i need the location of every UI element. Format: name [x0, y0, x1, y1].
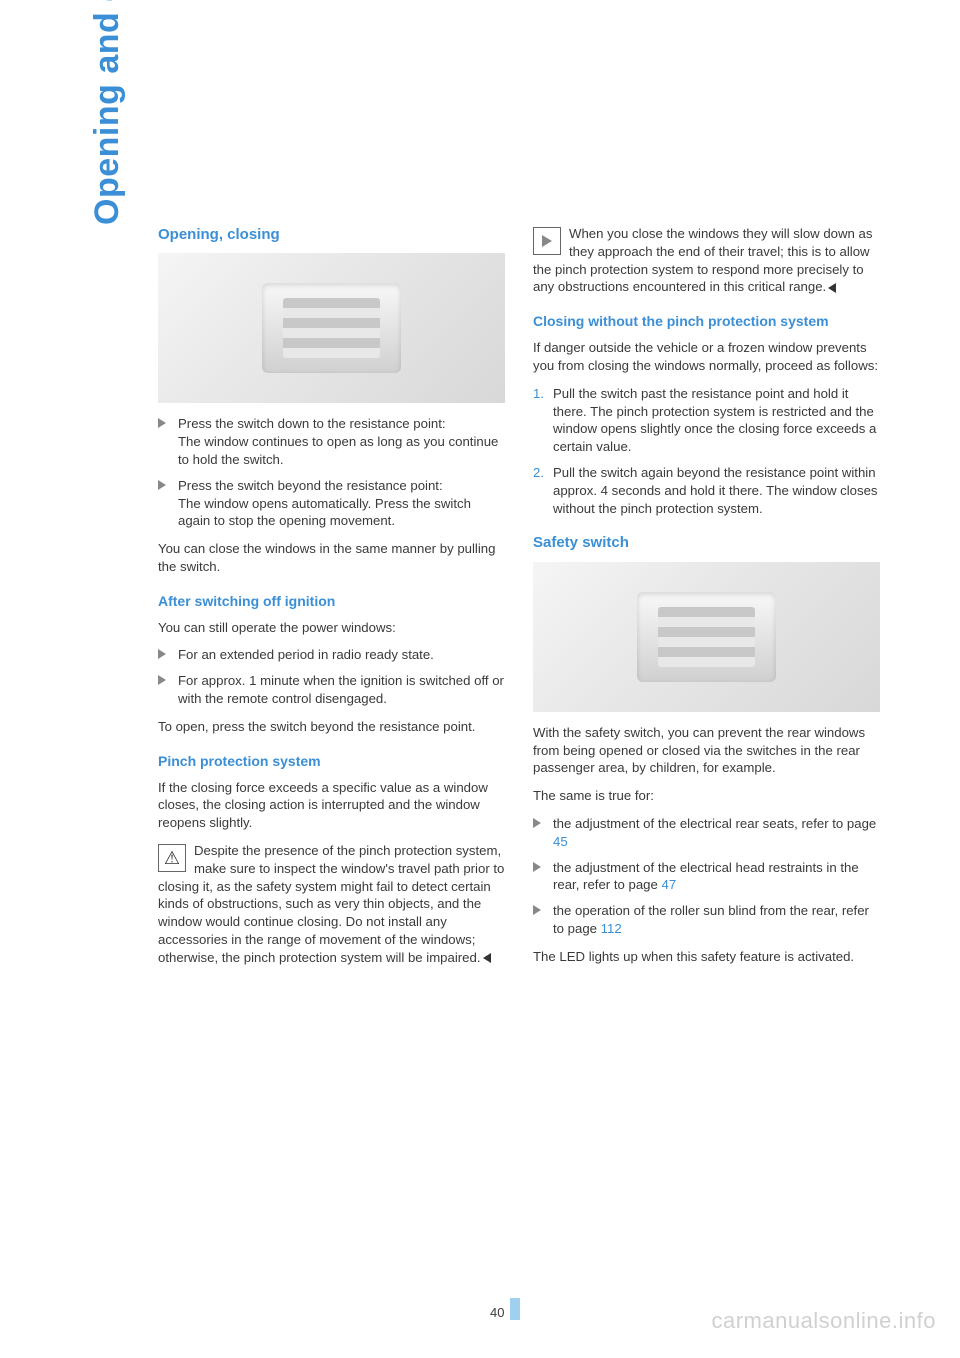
note-block: When you close the windows they will slo…: [533, 225, 880, 296]
heading-safety-switch: Safety switch: [533, 533, 880, 553]
list-item: Press the switch beyond the resistance p…: [158, 477, 505, 530]
page-ref-link[interactable]: 47: [662, 877, 677, 892]
numbered-steps: 1. Pull the switch past the resistance p…: [533, 385, 880, 518]
triangle-bullet-icon: [158, 649, 166, 659]
bullet-sub: The window continues to open as long as …: [178, 433, 505, 469]
figure-window-switches: [158, 253, 505, 403]
heading-pinch-protection: Pinch protection system: [158, 752, 505, 771]
section-side-title: Opening and closing: [88, 0, 127, 225]
paragraph-led: The LED lights up when this safety featu…: [533, 948, 880, 966]
watermark-text: carmanualsonline.info: [711, 1308, 936, 1334]
bullet-list-switch-press: Press the switch down to the resistance …: [158, 415, 505, 530]
triangle-bullet-icon: [158, 675, 166, 685]
bullet-main: Press the switch down to the resistance …: [178, 416, 446, 431]
paragraph-after-ignition: You can still operate the power windows:: [158, 619, 505, 637]
heading-closing-without-pinch: Closing without the pinch protection sys…: [533, 312, 880, 331]
step-text: Pull the switch again beyond the resista…: [553, 465, 878, 516]
list-item: For approx. 1 minute when the ignition i…: [158, 672, 505, 708]
bullet-pre: the adjustment of the electrical head re…: [553, 860, 859, 893]
bullet-main: Press the switch beyond the resistance p…: [178, 478, 443, 493]
page-ref-link[interactable]: 45: [553, 834, 568, 849]
paragraph-danger: If danger outside the vehicle or a froze…: [533, 339, 880, 375]
list-item: the adjustment of the electrical rear se…: [533, 815, 880, 851]
page-number-bar: [510, 1298, 520, 1320]
paragraph-to-open: To open, press the switch beyond the res…: [158, 718, 505, 736]
page-number: 40: [490, 1298, 520, 1320]
end-marker-icon: [828, 283, 836, 293]
paragraph-same-true: The same is true for:: [533, 787, 880, 805]
page-number-value: 40: [490, 1305, 504, 1320]
warning-icon: [158, 844, 186, 872]
warning-text: Despite the presence of the pinch protec…: [158, 843, 504, 965]
bullet-text: For an extended period in radio ready st…: [178, 647, 434, 662]
list-item: For an extended period in radio ready st…: [158, 646, 505, 664]
warning-block: Despite the presence of the pinch protec…: [158, 842, 505, 967]
note-icon: [533, 227, 561, 255]
left-column: Opening, closing Press the switch down t…: [158, 225, 505, 977]
step-number: 1.: [533, 385, 544, 403]
figure-safety-switch: [533, 562, 880, 712]
triangle-bullet-icon: [533, 818, 541, 828]
triangle-bullet-icon: [533, 862, 541, 872]
bullet-list-after-ignition: For an extended period in radio ready st…: [158, 646, 505, 707]
paragraph-pinch: If the closing force exceeds a specific …: [158, 779, 505, 832]
bullet-pre: the adjustment of the electrical rear se…: [553, 816, 876, 831]
paragraph-safety-switch: With the safety switch, you can prevent …: [533, 724, 880, 777]
list-item: the adjustment of the electrical head re…: [533, 859, 880, 895]
heading-after-ignition: After switching off ignition: [158, 592, 505, 611]
note-text: When you close the windows they will slo…: [533, 226, 872, 294]
list-item: 2. Pull the switch again beyond the resi…: [533, 464, 880, 517]
page-ref-link[interactable]: 112: [601, 921, 622, 936]
bullet-sub: The window opens automatically. Press th…: [178, 495, 505, 531]
end-marker-icon: [483, 953, 491, 963]
bullet-list-safety-refs: the adjustment of the electrical rear se…: [533, 815, 880, 938]
triangle-bullet-icon: [158, 480, 166, 490]
triangle-bullet-icon: [158, 418, 166, 428]
list-item: Press the switch down to the resistance …: [158, 415, 505, 468]
list-item: 1. Pull the switch past the resistance p…: [533, 385, 880, 456]
step-number: 2.: [533, 464, 544, 482]
heading-opening-closing: Opening, closing: [158, 225, 505, 245]
right-column: When you close the windows they will slo…: [533, 225, 880, 977]
paragraph-close-windows: You can close the windows in the same ma…: [158, 540, 505, 576]
bullet-text: For approx. 1 minute when the ignition i…: [178, 673, 504, 706]
triangle-bullet-icon: [533, 905, 541, 915]
step-text: Pull the switch past the resistance poin…: [553, 386, 876, 454]
list-item: the operation of the roller sun blind fr…: [533, 902, 880, 938]
